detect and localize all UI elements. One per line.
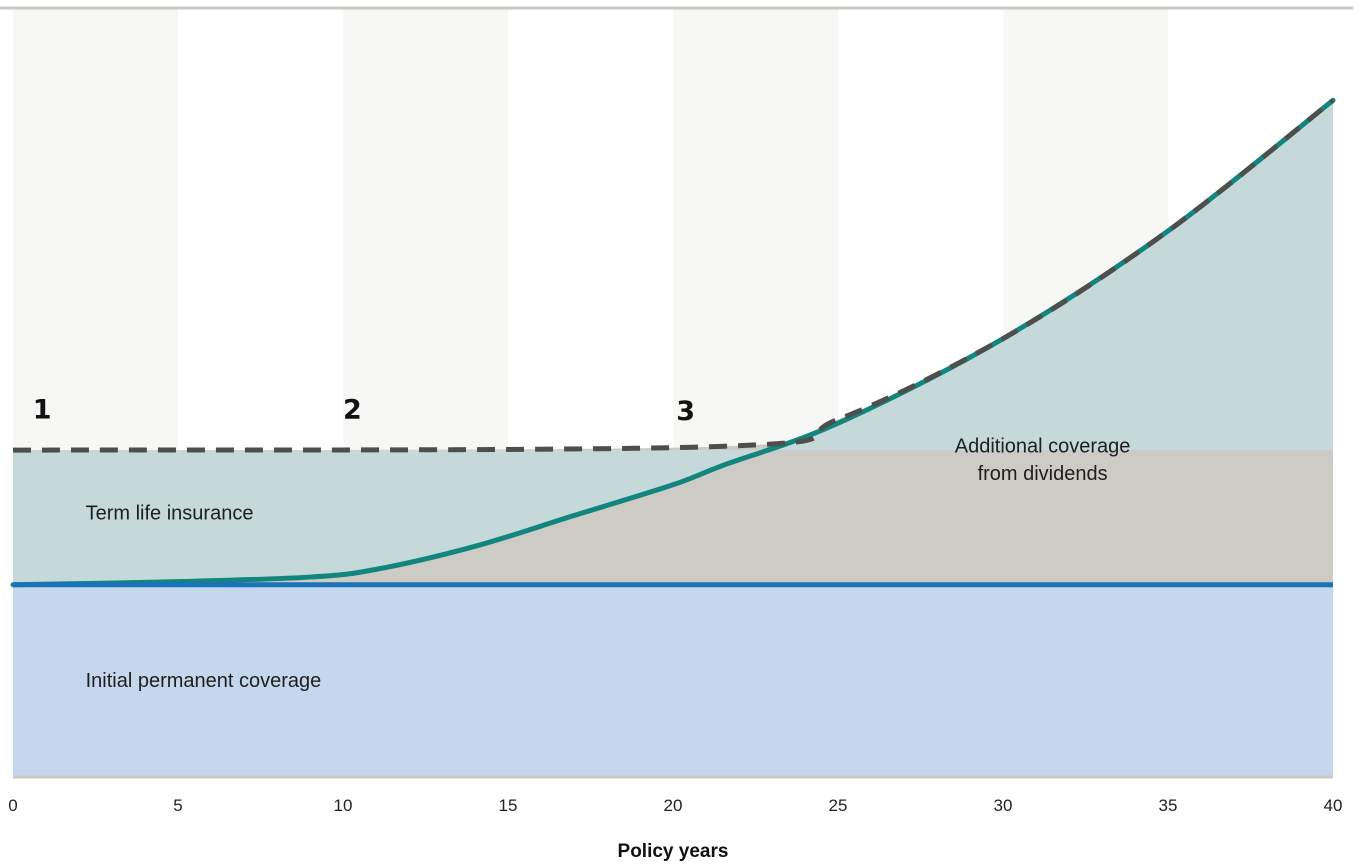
- region-label: Additional coverage: [955, 435, 1131, 457]
- x-tick-label: 30: [994, 796, 1013, 815]
- coverage-lines: [10, 97, 1336, 588]
- region-label: from dividends: [978, 463, 1108, 485]
- x-tick-label: 25: [829, 796, 848, 815]
- x-tick-label: 35: [1159, 796, 1178, 815]
- x-tick-label: 15: [499, 796, 518, 815]
- x-tick-labels: 0 5 10 15 20 25 30 35 40: [8, 796, 1342, 815]
- coverage-areas: [13, 100, 1333, 777]
- permanent-coverage-area: [13, 584, 1333, 777]
- region-label: Initial permanent coverage: [86, 670, 322, 692]
- x-axis-title: Policy years: [618, 841, 729, 862]
- axis-rules: [0, 6, 1353, 779]
- annotations: 1 2 3 Initial permanent coverage Term life i…: [33, 395, 1131, 692]
- total-coverage-dashed-line: [12, 98, 1335, 453]
- x-tick-label: 20: [664, 796, 683, 815]
- term-life-area: [13, 100, 1333, 585]
- step-marker: 2: [343, 395, 362, 426]
- step-marker: 3: [676, 396, 695, 427]
- x-tick-label: 5: [173, 796, 182, 815]
- x-tick-label: 10: [334, 796, 353, 815]
- step-marker: 1: [33, 395, 52, 426]
- x-tick-label: 40: [1324, 796, 1343, 815]
- x-tick-label: 0: [8, 796, 17, 815]
- region-label: Term life insurance: [86, 502, 254, 524]
